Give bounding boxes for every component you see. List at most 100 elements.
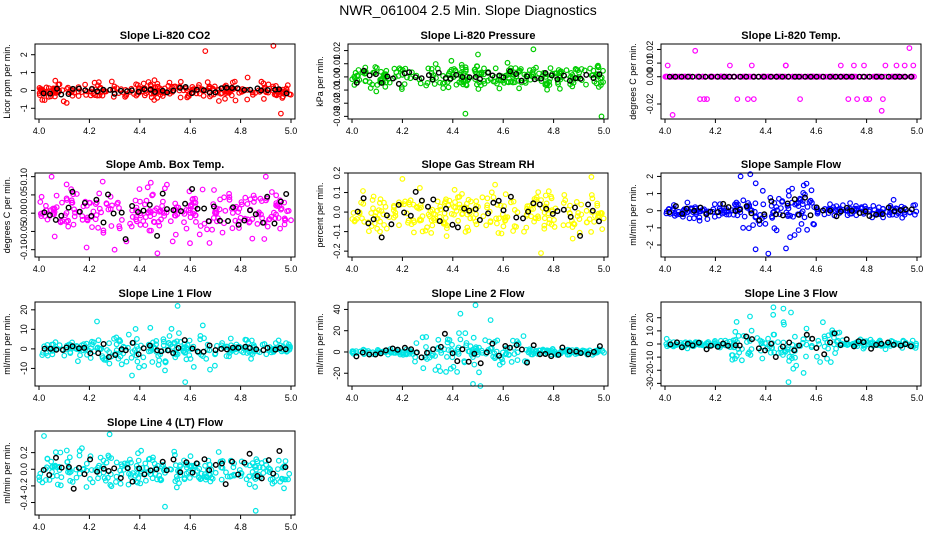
data-point xyxy=(97,454,104,461)
overlay-point xyxy=(442,75,449,82)
x-tick-label: 5.0 xyxy=(598,393,611,403)
data-point xyxy=(249,91,256,98)
data-point xyxy=(847,200,853,207)
overlay-point xyxy=(554,208,561,215)
data-point xyxy=(160,338,167,345)
x-tick-label: 4.2 xyxy=(396,264,409,274)
overlay-point xyxy=(689,73,696,80)
overlay-point xyxy=(860,339,867,346)
data-point xyxy=(106,340,112,347)
data-point xyxy=(438,350,445,356)
overlay-point xyxy=(408,346,415,353)
chart-panel: Slope Line 2 Flow ml/min per min. 4.0 4.2 4.… xyxy=(315,288,610,403)
data-point xyxy=(48,458,55,465)
data-point xyxy=(459,205,465,212)
data-point xyxy=(224,473,231,480)
overlay-point xyxy=(229,204,236,211)
overlay-point xyxy=(100,86,107,93)
data-point xyxy=(432,353,439,359)
data-point xyxy=(485,77,491,84)
data-point xyxy=(137,221,144,228)
data-point xyxy=(43,84,50,91)
data-point xyxy=(437,206,444,213)
plot-frame xyxy=(34,172,296,258)
data-point xyxy=(230,464,237,471)
data-point xyxy=(36,474,43,481)
data-point xyxy=(219,229,226,236)
data-point xyxy=(285,476,292,483)
data-point xyxy=(508,78,514,85)
y-tick-label: 0 xyxy=(645,341,655,346)
data-point xyxy=(396,199,402,206)
data-point xyxy=(451,186,458,193)
data-point xyxy=(516,85,522,92)
y-axis-label: ml/min per min. xyxy=(2,313,12,375)
data-point xyxy=(739,357,745,364)
overlay-point xyxy=(530,342,537,349)
overlay-point xyxy=(58,91,65,98)
data-point xyxy=(501,215,508,221)
y-axis-label: ml/min per min. xyxy=(628,313,638,375)
data-point xyxy=(157,477,164,484)
data-point xyxy=(277,225,284,232)
data-point xyxy=(69,479,76,485)
data-point xyxy=(137,198,143,205)
data-point xyxy=(860,345,867,352)
data-point xyxy=(249,216,256,223)
overlay-point xyxy=(54,85,61,92)
overlay-point xyxy=(489,340,496,347)
data-point xyxy=(487,345,494,352)
y-axis-label: kPa per min. xyxy=(315,56,325,107)
y-tick-label: 0.01 xyxy=(645,54,655,72)
overlay-point xyxy=(53,454,60,461)
y-tick-label: 1 xyxy=(645,191,655,196)
outlier-point xyxy=(783,245,789,252)
data-point xyxy=(132,197,139,204)
data-point xyxy=(730,337,737,344)
data-point xyxy=(592,213,598,219)
data-point xyxy=(858,204,865,211)
chart-title: Slope Sample Flow xyxy=(741,159,842,171)
data-point xyxy=(428,229,435,236)
data-point xyxy=(134,358,141,365)
data-point xyxy=(584,219,590,226)
data-point xyxy=(775,339,781,346)
overlay-point xyxy=(577,350,584,357)
y-axis-label: percent per min. xyxy=(315,182,325,247)
x-tick-label: 5.0 xyxy=(911,126,924,136)
data-point xyxy=(425,65,432,72)
y-tick-label: 10 xyxy=(19,324,29,334)
y-tick-label: 0.00 xyxy=(19,204,29,222)
overlay-point xyxy=(359,349,366,356)
overlay-point xyxy=(585,351,592,358)
data-point xyxy=(575,209,582,216)
data-point xyxy=(417,80,424,87)
overlay-point xyxy=(879,211,886,218)
data-point xyxy=(187,203,194,210)
x-tick-label: 4.0 xyxy=(659,393,672,403)
data-point xyxy=(283,340,290,347)
overlay-point xyxy=(212,89,219,96)
data-point xyxy=(795,203,802,210)
x-tick-label: 4.0 xyxy=(659,126,672,136)
data-point xyxy=(52,449,59,456)
y-axis-label: ml/min per min. xyxy=(628,184,638,246)
overlay-point xyxy=(390,75,397,82)
data-point xyxy=(804,226,810,233)
outlier-point xyxy=(162,503,168,510)
data-point xyxy=(64,459,71,466)
overlay-point xyxy=(95,350,102,357)
chart-panel: Slope Amb. Box Temp. degrees C per min. 4.… xyxy=(2,159,297,274)
data-point xyxy=(71,206,77,213)
data-point xyxy=(232,97,239,104)
data-point xyxy=(212,469,219,476)
data-point xyxy=(526,203,533,209)
overlay-point xyxy=(843,204,850,211)
overlay-point xyxy=(672,73,679,80)
data-point xyxy=(59,218,66,225)
data-point xyxy=(576,69,582,76)
data-point xyxy=(209,226,216,233)
overlay-point xyxy=(353,79,360,86)
data-point xyxy=(801,214,808,221)
y-axis-label: ml/min per min. xyxy=(2,442,12,504)
